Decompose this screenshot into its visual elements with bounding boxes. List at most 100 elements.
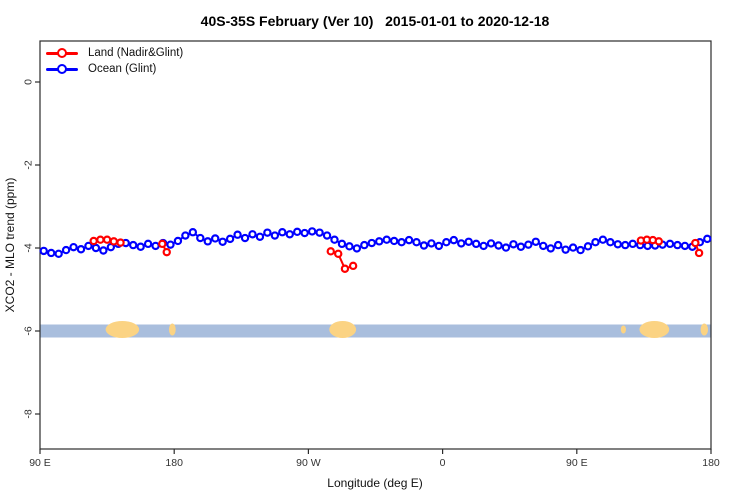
data-point <box>109 237 119 246</box>
data-point <box>334 249 343 259</box>
data-point <box>628 239 637 249</box>
data-point <box>166 240 175 249</box>
data-point <box>46 248 56 258</box>
data-point <box>270 231 280 240</box>
data-point <box>326 247 335 256</box>
axes: 90 E 180 90 W 0 90 E 180 0 -2 -4 -6 -8 <box>23 40 720 469</box>
land-series-marker-icon <box>46 48 78 58</box>
data-point <box>449 235 458 245</box>
data-point <box>315 228 324 237</box>
land-mass <box>700 323 709 336</box>
data-point <box>233 230 242 239</box>
legend-item-land: Land (Nadir&Glint) <box>46 45 183 61</box>
y-tick-label: -6 <box>23 326 35 335</box>
data-point <box>412 237 421 247</box>
data-point <box>285 230 294 239</box>
data-point <box>196 233 205 243</box>
data-point <box>516 242 526 251</box>
data-point <box>457 239 466 248</box>
data-point <box>345 242 354 251</box>
data-point <box>340 264 350 273</box>
data-point <box>606 237 615 247</box>
land-mass <box>620 325 627 334</box>
data-point <box>69 242 78 252</box>
data-point <box>464 237 473 246</box>
data-point <box>591 237 600 247</box>
data-point <box>128 240 138 250</box>
data-point <box>680 241 690 251</box>
data-point <box>61 245 71 255</box>
legend-label-land: Land (Nadir&Glint) <box>88 47 184 59</box>
data-point <box>136 242 145 251</box>
x-axis-label: Longitude (deg E) <box>327 476 423 490</box>
data-point <box>218 237 227 246</box>
data-point <box>300 228 309 238</box>
data-point <box>263 228 272 237</box>
data-point <box>54 249 63 259</box>
data-point <box>293 227 302 237</box>
data-point <box>389 236 399 246</box>
data-point <box>598 235 608 244</box>
data-point <box>546 244 555 253</box>
data-point <box>181 231 190 240</box>
y-tick-label: -2 <box>23 160 35 169</box>
data-point <box>621 240 630 250</box>
data-point <box>116 238 125 247</box>
data-point <box>427 239 436 248</box>
data-point <box>89 236 98 246</box>
land-mass <box>105 321 140 338</box>
data-point <box>255 232 265 241</box>
data-point <box>367 238 376 248</box>
data-point <box>99 246 108 255</box>
data-point <box>397 237 406 247</box>
data-point <box>501 243 511 252</box>
legend-label-ocean: Ocean (Glint) <box>88 63 157 75</box>
data-point <box>84 241 93 251</box>
data-point <box>375 237 384 246</box>
data-point <box>248 230 257 239</box>
data-point <box>539 241 548 251</box>
data-point <box>694 248 704 258</box>
data-point <box>382 235 391 244</box>
x-tick-label: 90 E <box>29 457 51 469</box>
data-point <box>162 247 171 257</box>
x-tick-label: 90 W <box>296 457 321 469</box>
data-point <box>531 237 540 246</box>
data-point <box>673 240 682 250</box>
data-point <box>143 239 153 249</box>
y-tick-label: -4 <box>23 243 35 252</box>
y-tick-label: -8 <box>23 409 35 418</box>
data-point <box>173 236 183 246</box>
data-point <box>404 235 414 245</box>
x-tick-label: 180 <box>165 457 183 469</box>
data-point <box>434 241 444 251</box>
data-point <box>509 240 518 249</box>
x-tick-label: 90 E <box>566 457 588 469</box>
data-point <box>524 240 533 249</box>
data-point <box>703 234 712 244</box>
ocean-series <box>39 227 712 259</box>
data-point <box>151 241 160 251</box>
data-point <box>561 245 570 254</box>
data-point <box>613 240 623 249</box>
data-point <box>691 238 700 248</box>
data-point <box>188 228 198 237</box>
data-point <box>39 246 48 256</box>
data-point <box>442 237 451 247</box>
data-point <box>348 261 358 271</box>
data-point <box>330 235 339 244</box>
map-band <box>40 321 711 338</box>
chart-title: 40S-35S February (Ver 10) 2015-01-01 to … <box>200 13 550 29</box>
y-tick-label: 0 <box>23 79 35 85</box>
data-point <box>307 227 317 236</box>
legend-item-ocean: Ocean (Glint) <box>46 61 183 77</box>
data-point <box>419 241 429 250</box>
data-point <box>102 235 112 244</box>
data-point <box>568 243 578 252</box>
data-point <box>96 235 105 244</box>
data-point <box>322 231 332 240</box>
data-point <box>654 237 664 246</box>
data-point <box>665 239 675 249</box>
data-point <box>576 245 585 255</box>
